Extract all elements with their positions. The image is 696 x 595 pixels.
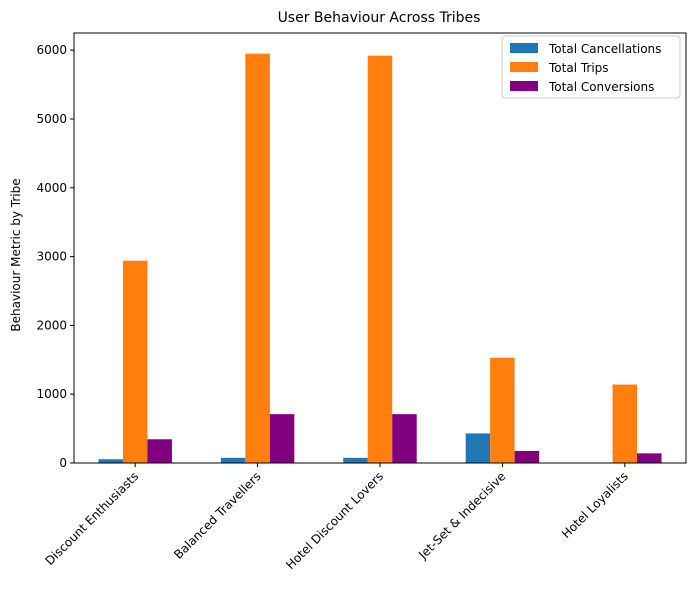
legend: Total Cancellations Total Trips Total Conv… xyxy=(501,35,681,99)
legend-swatch-2 xyxy=(510,81,538,91)
legend-swatch-0 xyxy=(510,43,538,53)
bar-2-3 xyxy=(514,450,540,463)
bar-1-4 xyxy=(612,384,638,463)
y-tick-label-4: 4000 xyxy=(36,181,67,195)
bar-2-2 xyxy=(392,414,417,463)
x-tick-label-2: Hotel Discount Lovers xyxy=(283,469,386,572)
x-tick-label-1: Balanced Travellers xyxy=(171,469,264,562)
bar-0-2 xyxy=(343,457,368,463)
legend-label-0: Total Cancellations xyxy=(548,42,661,56)
bar-1-0 xyxy=(122,260,148,463)
x-tick-label-3: Jet-Set & Indecisive xyxy=(415,469,508,562)
bar-2-1 xyxy=(269,414,295,463)
plot-area: 0 1000 2000 3000 4000 5000 6000 Discount Enthus… xyxy=(36,32,687,572)
bar-0-3 xyxy=(465,433,491,463)
legend-box xyxy=(501,35,681,99)
bar-1-2 xyxy=(367,55,393,463)
y-tick-label-5: 5000 xyxy=(36,112,67,126)
bar-2-0 xyxy=(147,439,172,463)
y-tick-label-2: 2000 xyxy=(36,318,67,332)
bar-1-3 xyxy=(490,357,515,463)
y-axis-label: Behaviour Metric by Tribe xyxy=(9,178,23,331)
legend-label-1: Total Trips xyxy=(548,61,609,75)
bar-0-0 xyxy=(98,459,123,463)
y-tick-label-1: 1000 xyxy=(36,387,67,401)
bar-1-1 xyxy=(245,53,270,463)
bar-0-1 xyxy=(220,457,246,463)
legend-label-2: Total Conversions xyxy=(548,80,654,94)
y-tick-label-3: 3000 xyxy=(36,250,67,264)
y-tick-label-6: 6000 xyxy=(36,43,67,57)
x-tick-label-0: Discount Enthusiasts xyxy=(43,469,142,568)
legend-swatch-1 xyxy=(510,62,538,72)
bar-2-4 xyxy=(637,453,662,463)
chart-title: User Behaviour Across Tribes xyxy=(278,10,481,26)
x-tick-label-4: Hotel Loyalists xyxy=(559,469,631,541)
y-tick-label-0: 0 xyxy=(59,456,67,470)
